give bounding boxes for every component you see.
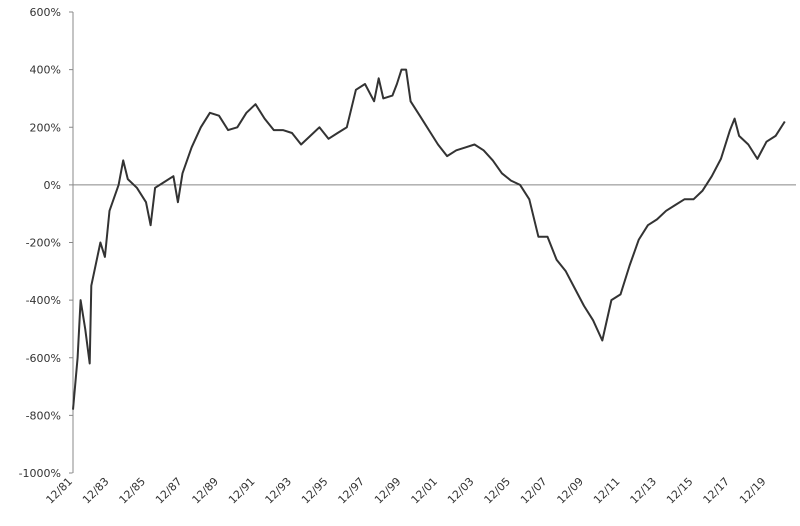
x-tick-label: 12/09 (555, 475, 587, 507)
x-tick-label: 12/85 (117, 475, 149, 507)
y-tick-label: 200% (30, 121, 61, 134)
x-tick-label: 12/95 (299, 475, 331, 507)
y-tick-label: 0% (44, 179, 61, 192)
x-tick-label: 12/01 (409, 475, 441, 507)
x-tick-label: 12/97 (336, 475, 368, 507)
x-tick-label: 12/05 (482, 475, 514, 507)
x-tick-label: 12/93 (263, 475, 295, 507)
x-tick-label: 12/99 (372, 475, 404, 507)
x-tick-label: 12/17 (701, 475, 733, 507)
x-tick-label: 12/13 (628, 475, 660, 507)
x-tick-label: 12/91 (226, 475, 258, 507)
y-tick-label: -1000% (19, 467, 61, 480)
x-tick-label: 12/19 (737, 475, 769, 507)
x-tick-label: 12/03 (445, 475, 477, 507)
y-tick-label: -800% (26, 409, 61, 422)
x-tick-label: 12/15 (664, 475, 696, 507)
y-tick-label: -600% (26, 352, 61, 365)
x-tick-label: 12/11 (591, 475, 623, 507)
x-tick-label: 12/83 (80, 475, 112, 507)
x-tick-label: 12/07 (518, 475, 550, 507)
x-tick-label: 12/89 (190, 475, 222, 507)
y-tick-label: -200% (26, 237, 61, 250)
y-tick-label: 600% (30, 6, 61, 19)
y-tick-label: 400% (30, 64, 61, 77)
x-tick-label: 12/87 (153, 475, 185, 507)
data-line (72, 68, 786, 410)
y-tick-label: -400% (26, 294, 61, 307)
